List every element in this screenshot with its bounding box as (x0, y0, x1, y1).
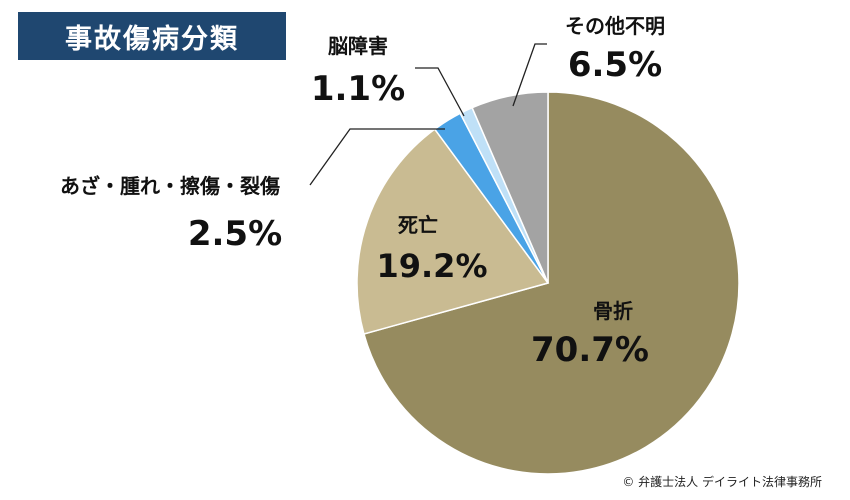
leader-line-5 (512, 43, 547, 107)
slice-value-label-3: 2.5% (188, 214, 282, 254)
slice-name-label-3: あざ・腫れ・擦傷・裂傷 (60, 174, 280, 198)
slice-labels: 骨折 70.7% 死亡 19.2% あざ・腫れ・擦傷・裂傷 2.5% 脳障害 1.1% その他不… (60, 14, 665, 370)
copyright-credit: © 弁護士法人 デイライト法律事務所 (622, 475, 822, 489)
chart-title: 事故傷病分類 (18, 12, 286, 60)
pie-slices (356, 91, 740, 475)
slice-name-label-5: その他不明 (565, 14, 665, 38)
slice-name-label-2: 死亡 (398, 213, 438, 237)
pie-slice-2 (356, 128, 550, 335)
slice-value-label-2: 19.2% (376, 247, 487, 285)
slice-value-label-4: 1.1% (311, 69, 405, 109)
leader-line-4 (415, 67, 465, 117)
slice-value-label-5: 6.5% (568, 45, 662, 85)
slice-name-label-4: 脳障害 (327, 34, 388, 58)
pie-slice-5 (471, 91, 549, 284)
slice-name-label-1: 骨折 (593, 299, 633, 323)
leader-line-3 (309, 128, 445, 186)
leader-lines (309, 43, 547, 186)
slice-value-label-1: 70.7% (531, 330, 649, 370)
pie-slice-1 (363, 91, 740, 475)
